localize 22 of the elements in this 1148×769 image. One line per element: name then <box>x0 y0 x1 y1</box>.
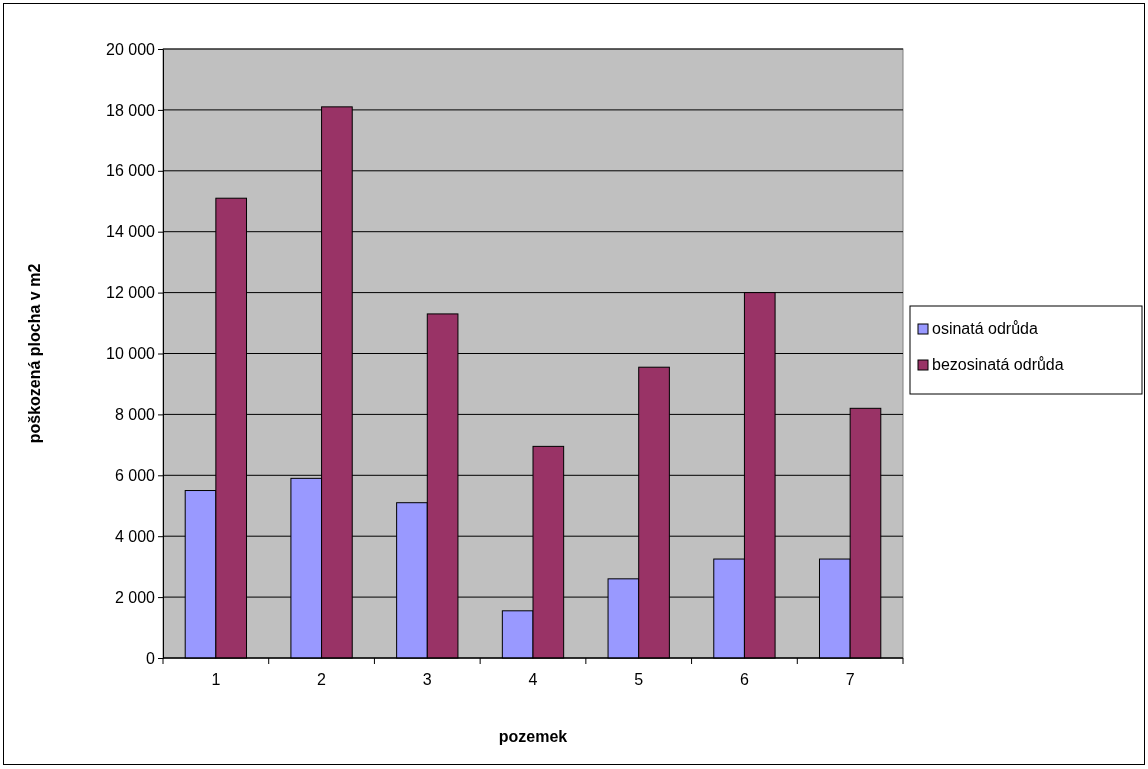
x-tick-label: 2 <box>317 671 327 688</box>
y-tick-label: 16 000 <box>106 162 156 180</box>
y-tick-label: 18 000 <box>106 101 156 119</box>
y-tick-label: 6 000 <box>114 466 156 484</box>
x-tick-label: 7 <box>845 671 855 688</box>
y-tick-label: 20 000 <box>106 40 156 58</box>
legend-label: bezosinatá odrůda <box>932 356 1064 373</box>
y-tick-label: 12 000 <box>106 284 156 302</box>
x-axis-title: pozemek <box>498 728 568 745</box>
x-tick-label: 3 <box>422 671 432 688</box>
y-tick-label: 4 000 <box>114 527 156 545</box>
x-tick-label: 1 <box>211 671 221 688</box>
y-tick-label: 8 000 <box>114 406 156 424</box>
legend-label: osinatá odrůda <box>932 320 1038 337</box>
x-tick-label: 6 <box>739 671 749 688</box>
y-tick-label: 14 000 <box>106 223 156 241</box>
y-axis-title: poškozená plocha v m2 <box>26 263 43 444</box>
x-tick-label: 5 <box>634 671 644 688</box>
x-tick-label: 4 <box>528 671 538 688</box>
y-tick-label: 0 <box>146 649 156 667</box>
y-tick-label: 10 000 <box>106 345 156 363</box>
y-tick-label: 2 000 <box>114 588 156 606</box>
